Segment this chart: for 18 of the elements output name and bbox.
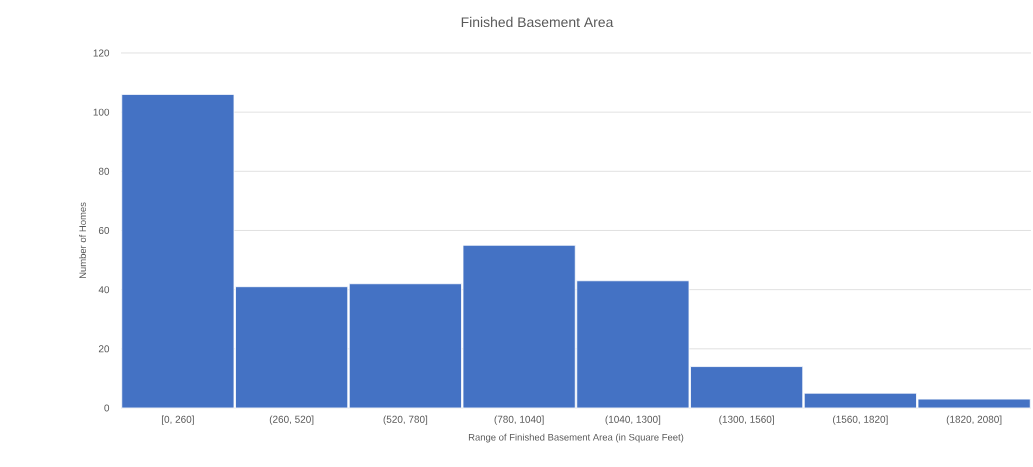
y-tick-label: 100 — [93, 108, 110, 116]
y-tick-label: 60 — [98, 226, 110, 235]
y-tick-label: 20 — [98, 345, 110, 353]
chart-title: Finished Basement Area — [461, 16, 614, 28]
x-tick-label: (520, 780] — [383, 415, 428, 425]
x-tick-label: (780, 1040] — [494, 415, 544, 425]
x-tick-label: (1040, 1300] — [605, 415, 661, 425]
x-axis-title: Range of Finished Basement Area (in Square Feet) — [468, 433, 684, 443]
x-tick-label: (1560, 1820] — [833, 415, 888, 425]
y-tick-label: 80 — [98, 167, 110, 175]
y-axis-title: Number of Homes — [79, 202, 87, 279]
x-tick-label: (1820, 2080] — [946, 415, 1002, 425]
x-tick-label: (1300, 1560] — [719, 415, 774, 425]
x-tick-label: (260, 520] — [269, 415, 314, 425]
y-tick-label: 120 — [93, 49, 110, 57]
y-tick-label: 0 — [104, 404, 110, 412]
y-tick-label: 40 — [98, 286, 110, 294]
x-tick-label: [0, 260] — [161, 415, 194, 425]
